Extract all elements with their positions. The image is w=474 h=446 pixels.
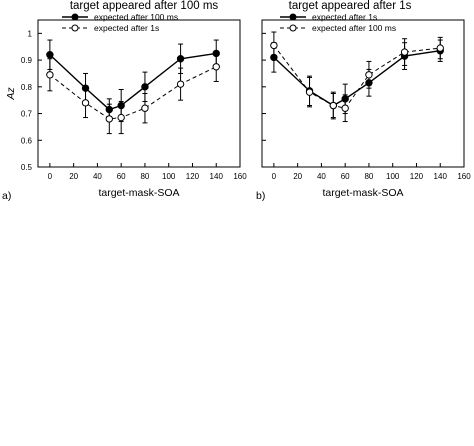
data-point bbox=[46, 71, 54, 79]
panel-label: b) bbox=[256, 190, 265, 202]
data-point bbox=[436, 44, 444, 52]
plot-frame bbox=[37, 19, 241, 168]
y-tick-label: 0.5 bbox=[21, 163, 33, 172]
series-line bbox=[49, 52, 217, 111]
x-tick-label: 0 bbox=[48, 172, 53, 181]
legend-marker bbox=[71, 13, 79, 21]
x-axis-label: target-mask-SOA bbox=[98, 187, 179, 199]
x-tick-label: 140 bbox=[434, 172, 448, 181]
x-tick-label: 80 bbox=[140, 172, 149, 181]
x-tick-label: 60 bbox=[341, 172, 350, 181]
chart-title: target appeared after 1s bbox=[289, 0, 412, 12]
y-tick-label: 1 bbox=[28, 29, 33, 38]
data-point bbox=[176, 55, 185, 63]
x-tick-label: 40 bbox=[317, 172, 326, 181]
data-point bbox=[117, 113, 125, 122]
series-1 bbox=[46, 51, 220, 135]
data-point bbox=[176, 80, 185, 88]
chart-title: target appeared after 100 ms bbox=[70, 0, 219, 12]
data-point bbox=[105, 115, 113, 123]
legend-marker bbox=[289, 24, 297, 32]
data-point bbox=[46, 51, 54, 59]
y-tick-label: 0.6 bbox=[21, 136, 33, 145]
data-point bbox=[81, 99, 90, 107]
legend-entry: expected after 100 ms bbox=[62, 12, 178, 22]
panel-b: 0 20 40 60 80 100 120 140 160 target appeared aft… bbox=[256, 0, 471, 202]
legend-marker bbox=[71, 24, 79, 32]
x-tick-label: 160 bbox=[457, 172, 471, 181]
plot-frame bbox=[261, 19, 465, 168]
x-tick-label: 60 bbox=[117, 172, 126, 181]
data-point bbox=[141, 83, 149, 91]
x-tick-label: 140 bbox=[210, 172, 224, 181]
x-tick-label: 0 bbox=[272, 172, 277, 181]
panel-a: 0 20 40 60 80 100 120 140 160 0.5 0.6 0.7 0.8 0.9 1 tar… bbox=[2, 0, 247, 202]
series-0 bbox=[270, 39, 444, 119]
x-tick-label: 120 bbox=[410, 172, 424, 181]
x-tick-label: 160 bbox=[233, 172, 247, 181]
data-point bbox=[329, 101, 337, 110]
x-tick-label: 100 bbox=[162, 172, 176, 181]
series-0 bbox=[46, 39, 220, 123]
x-axis-label: target-mask-SOA bbox=[322, 187, 403, 199]
x-tick-label: 40 bbox=[93, 172, 102, 181]
legend-label: expected after 1s bbox=[312, 12, 377, 22]
series-line bbox=[49, 66, 217, 120]
series-line bbox=[273, 50, 441, 107]
x-tick-label: 20 bbox=[69, 172, 78, 181]
legend-entry: expected after 1s bbox=[280, 12, 377, 22]
x-tick-label: 20 bbox=[293, 172, 302, 181]
y-axis-label: Az bbox=[5, 87, 17, 101]
y-tick-label: 0.8 bbox=[21, 83, 33, 92]
legend-label: expected after 1s bbox=[94, 23, 159, 33]
legend-marker bbox=[289, 13, 297, 21]
legend-label: expected after 100 ms bbox=[312, 23, 396, 33]
x-tick-label: 120 bbox=[186, 172, 200, 181]
panel-label: a) bbox=[2, 190, 11, 202]
data-point bbox=[212, 63, 220, 71]
series-1 bbox=[270, 31, 444, 123]
x-tick-label: 100 bbox=[386, 172, 400, 181]
x-tick-label: 80 bbox=[364, 172, 373, 181]
legend-entry: expected after 1s bbox=[62, 23, 159, 33]
data-point bbox=[305, 88, 314, 96]
y-tick-label: 0.7 bbox=[21, 110, 33, 119]
y-tick-label: 0.9 bbox=[21, 56, 33, 65]
legend-entry: expected after 100 ms bbox=[280, 23, 396, 33]
data-point bbox=[141, 104, 149, 112]
data-point bbox=[400, 48, 409, 56]
legend-label: expected after 100 ms bbox=[94, 12, 178, 22]
data-point bbox=[365, 71, 373, 79]
data-point bbox=[270, 41, 278, 50]
data-point bbox=[341, 104, 349, 112]
